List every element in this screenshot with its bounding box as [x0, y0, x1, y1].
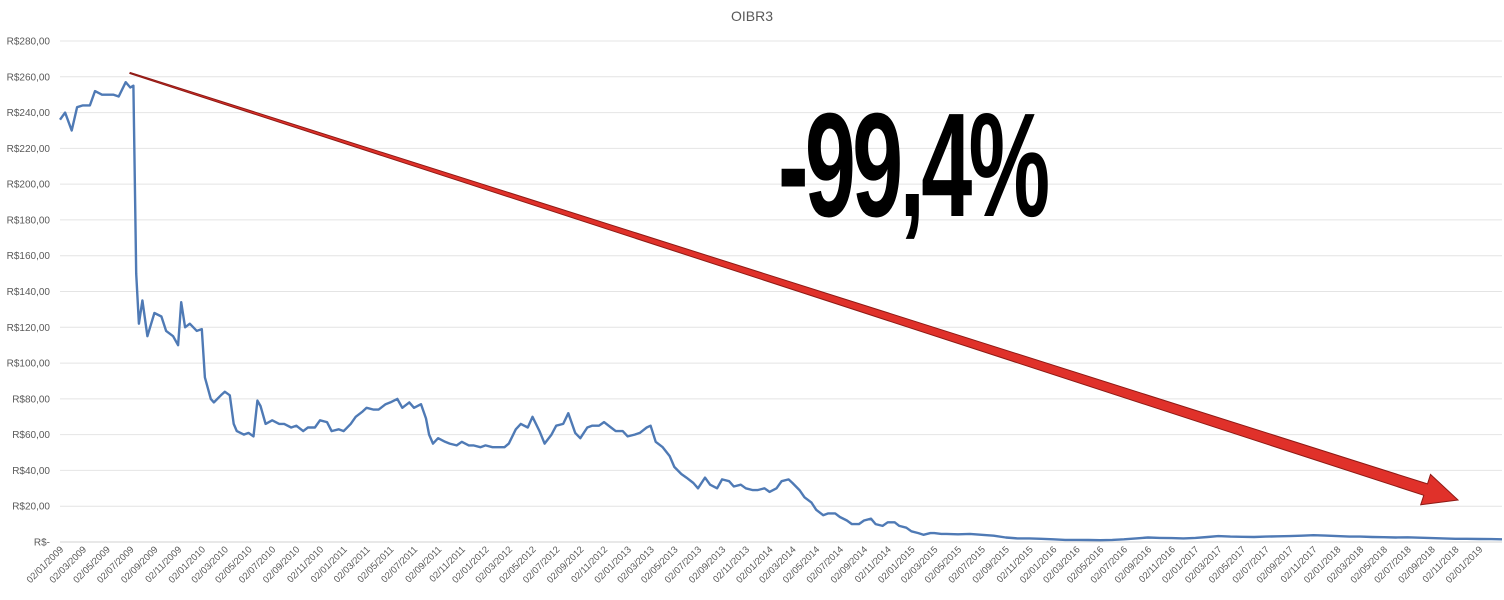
- chart-title: OIBR3: [730, 8, 773, 24]
- y-tick-label: R$140,00: [7, 287, 51, 298]
- series-layer: [59, 81, 1503, 542]
- trend-arrow: [129, 71, 1460, 506]
- y-tick-label: R$240,00: [7, 108, 51, 119]
- trend-arrow-shape: [129, 71, 1460, 506]
- y-tick-label: R$120,00: [7, 323, 51, 334]
- y-tick-label: R$40,00: [12, 466, 50, 477]
- y-tick-label: R$220,00: [7, 144, 51, 155]
- decline-annotation: -99,4%: [778, 83, 1050, 248]
- x-axis-tick-labels: 02/01/200902/03/200902/05/200902/07/2009…: [25, 544, 1485, 585]
- series-line: [59, 81, 1503, 542]
- y-tick-label: R$160,00: [7, 251, 51, 262]
- y-axis-tick-labels: R$- R$20,00 R$40,00 R$60,00 R$80,00 R$100,00 R…: [7, 37, 51, 549]
- y-tick-label: R$200,00: [7, 180, 51, 191]
- y-tick-label: R$80,00: [12, 394, 50, 405]
- y-tick-label: R$20,00: [12, 502, 50, 513]
- y-tick-label: R$260,00: [7, 72, 51, 83]
- y-tick-label: R$-: [34, 538, 50, 549]
- y-tick-label: R$100,00: [7, 359, 51, 370]
- y-tick-label: R$280,00: [7, 37, 51, 48]
- y-tick-label: R$60,00: [12, 430, 50, 441]
- y-tick-label: R$180,00: [7, 215, 51, 226]
